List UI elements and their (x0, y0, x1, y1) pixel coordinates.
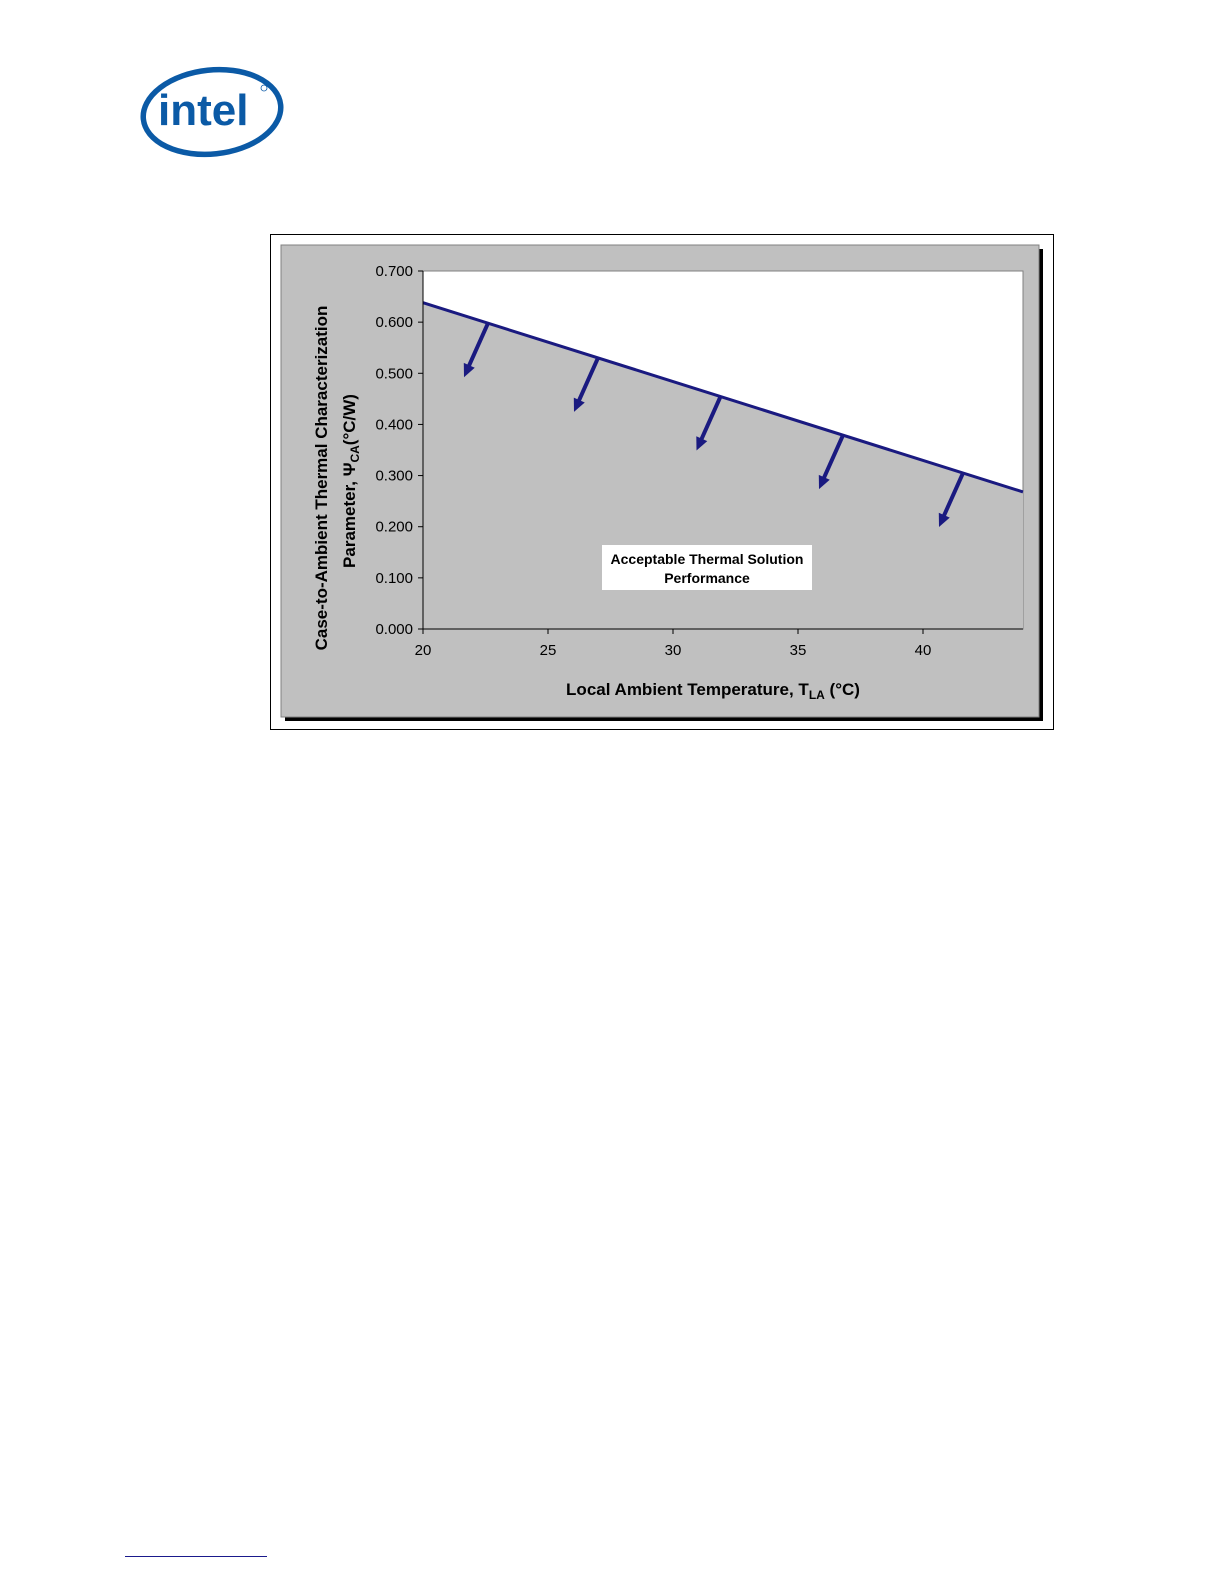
arrow-1 (463, 322, 490, 378)
intel-logo-icon: intel (140, 66, 284, 158)
y-tick-label: 0.400 (375, 416, 413, 433)
annotation-line-1: Acceptable Thermal Solution (611, 551, 804, 567)
arrow-layer (463, 322, 965, 528)
x-axis-title-main: Local Ambient Temperature, T (566, 680, 809, 699)
footer-rule (125, 1556, 267, 1557)
y-tick-label: 0.200 (375, 519, 413, 536)
arrow-5 (938, 472, 965, 528)
y-tick-label: 0.000 (375, 621, 413, 638)
acceptable-region (423, 302, 1023, 629)
thermal-chart: 0.000 0.100 0.200 0.300 0.400 0.500 0.600 0.700… (280, 244, 1043, 721)
y-axis-title-line-1: Case-to-Ambient Thermal Characterization (312, 306, 331, 651)
x-axis-title-sub: LA (809, 688, 825, 702)
y-axis-title-line-2: Parameter, ΨCA(°C/W) (340, 394, 362, 568)
x-tick-label: 25 (540, 642, 557, 659)
arrow-3 (696, 395, 723, 451)
chart-frame: 0.000 0.100 0.200 0.300 0.400 0.500 0.600 0.700… (270, 234, 1054, 730)
y-axis-title: Case-to-Ambient Thermal Characterization (312, 306, 331, 651)
x-tick-label: 20 (415, 642, 432, 659)
annotation-bg (602, 545, 812, 590)
x-tick-label: 40 (915, 642, 932, 659)
intel-logo-text: intel (158, 86, 248, 135)
y-tick-label: 0.600 (375, 314, 413, 331)
y-axis-title-line-2-tail: (°C/W) (340, 394, 359, 445)
y-axis-title-line-2-sub: CA (348, 445, 362, 463)
x-tick-label: 30 (665, 642, 682, 659)
y-axis-title-line-2-main: Parameter, Ψ (340, 463, 359, 568)
annotation-box: Acceptable Thermal Solution Performance (602, 545, 812, 590)
x-tick-label: 35 (790, 642, 807, 659)
area-layer (422, 301, 1024, 629)
limit-line (422, 301, 1024, 494)
y-tick-label: 0.300 (375, 468, 413, 485)
x-axis-title: Local Ambient Temperature, TLA (°C) (566, 680, 860, 702)
y-tick-label: 0.700 (375, 263, 413, 280)
annotation-line-2: Performance (664, 570, 750, 586)
x-axis-title-tail: (°C) (825, 680, 860, 699)
arrow-2 (573, 357, 600, 412)
intel-logo: intel (138, 62, 288, 167)
y-tick-label: 0.500 (375, 365, 413, 382)
arrow-4 (818, 434, 845, 490)
y-axis-title-2: Parameter, ΨCA(°C/W) (340, 394, 362, 568)
axis-layer: 0.000 0.100 0.200 0.300 0.400 0.500 0.600 0.700… (375, 263, 1023, 659)
y-tick-label: 0.100 (375, 570, 413, 587)
